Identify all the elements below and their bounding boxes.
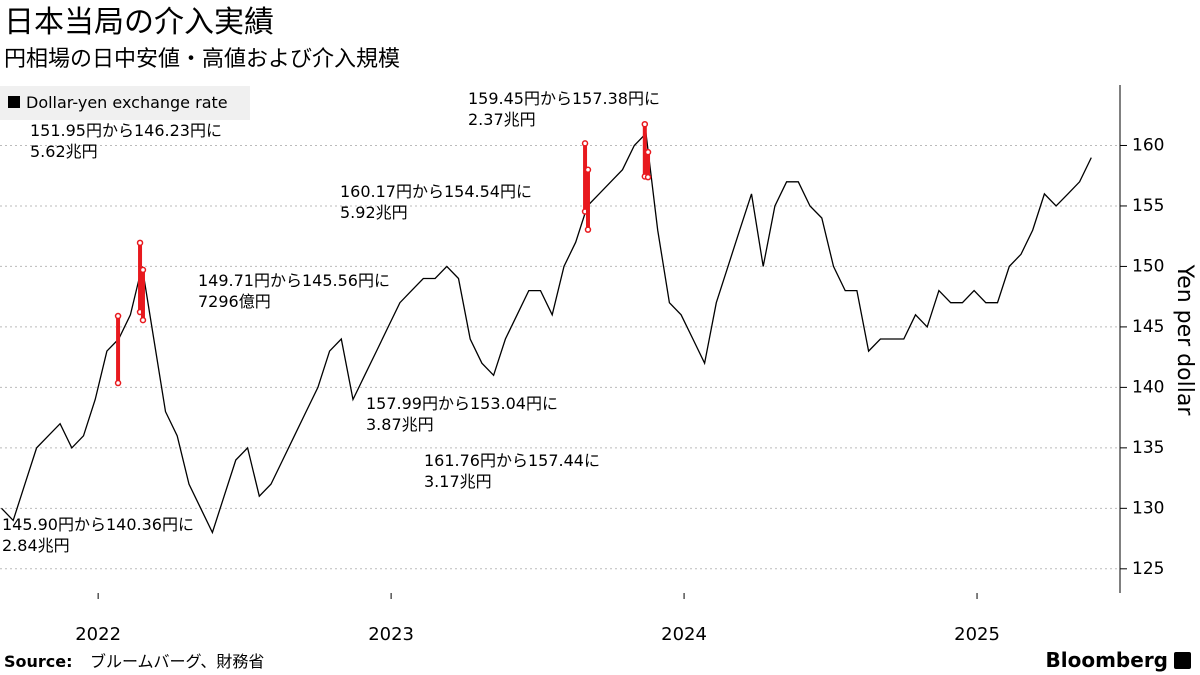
y-tick-label: 160 — [1132, 135, 1164, 155]
x-tick-label: 2022 — [75, 624, 121, 645]
annotation: 5.92兆円 — [340, 203, 408, 222]
annotation: 2.37兆円 — [468, 110, 536, 129]
annotation: 3.87兆円 — [366, 415, 434, 434]
x-tick-label: 2025 — [954, 624, 1000, 645]
y-tick-label: 140 — [1132, 377, 1164, 397]
y-tick-label: 150 — [1132, 256, 1164, 276]
annotation: 7296億円 — [198, 292, 271, 311]
intervention-bar — [140, 269, 145, 321]
intervention-low — [644, 173, 652, 181]
legend-box — [0, 86, 250, 120]
price-line — [1, 131, 1092, 535]
y-tick-label: 135 — [1132, 438, 1164, 458]
logo-icon — [1174, 652, 1191, 669]
intervention-high — [136, 239, 144, 247]
annotation: 160.17円から154.54円に — [340, 182, 532, 201]
intervention-high — [114, 312, 122, 320]
y-tick-label: 145 — [1132, 317, 1164, 337]
intervention-high — [641, 120, 649, 128]
chart-subtitle: 円相場の日中安値・高値および介入規模 — [4, 47, 400, 72]
annotation: 151.95円から146.23円に — [30, 121, 222, 140]
annotation: 2.84兆円 — [2, 536, 70, 555]
intervention-high — [644, 148, 652, 156]
intervention-bar — [642, 124, 647, 177]
logo: Bloomberg — [1046, 648, 1168, 672]
x-tick-label: 2023 — [368, 624, 414, 645]
intervention-high — [581, 140, 589, 147]
y-tick-label: 125 — [1132, 559, 1164, 579]
x-tick-label: 2024 — [661, 624, 707, 645]
annotation: 3.17兆円 — [424, 472, 492, 491]
intervention-bar — [116, 316, 121, 384]
legend-label: Dollar-yen exchange rate — [26, 93, 228, 112]
y-axis-label: Yen per dollar — [1172, 264, 1197, 417]
legend-swatch — [8, 96, 20, 108]
annotation: 145.90円から140.36円に — [2, 515, 194, 534]
annotation: 157.99円から153.04円に — [366, 394, 558, 413]
intervention-bar — [583, 143, 588, 212]
intervention-low — [114, 379, 122, 387]
intervention-bar — [646, 152, 651, 178]
annotation: 5.62兆円 — [30, 142, 98, 161]
intervention-low — [139, 316, 147, 324]
y-tick-label: 130 — [1132, 498, 1164, 518]
intervention-high — [139, 266, 147, 274]
annotation: 149.71円から145.56円に — [198, 271, 390, 290]
annotation: 161.76円から157.44に — [424, 451, 600, 470]
source-label: Source: — [4, 652, 73, 671]
source: ブルームバーグ、財務省 — [90, 652, 264, 671]
intervention-low — [584, 226, 592, 233]
y-tick-label: 155 — [1132, 196, 1164, 216]
chart-title: 日本当局の介入実績 — [4, 5, 274, 40]
intervention-bar — [138, 242, 143, 313]
annotation: 159.45円から157.38円に — [468, 89, 660, 108]
intervention-bar — [585, 169, 590, 230]
intervention-high — [584, 166, 592, 174]
